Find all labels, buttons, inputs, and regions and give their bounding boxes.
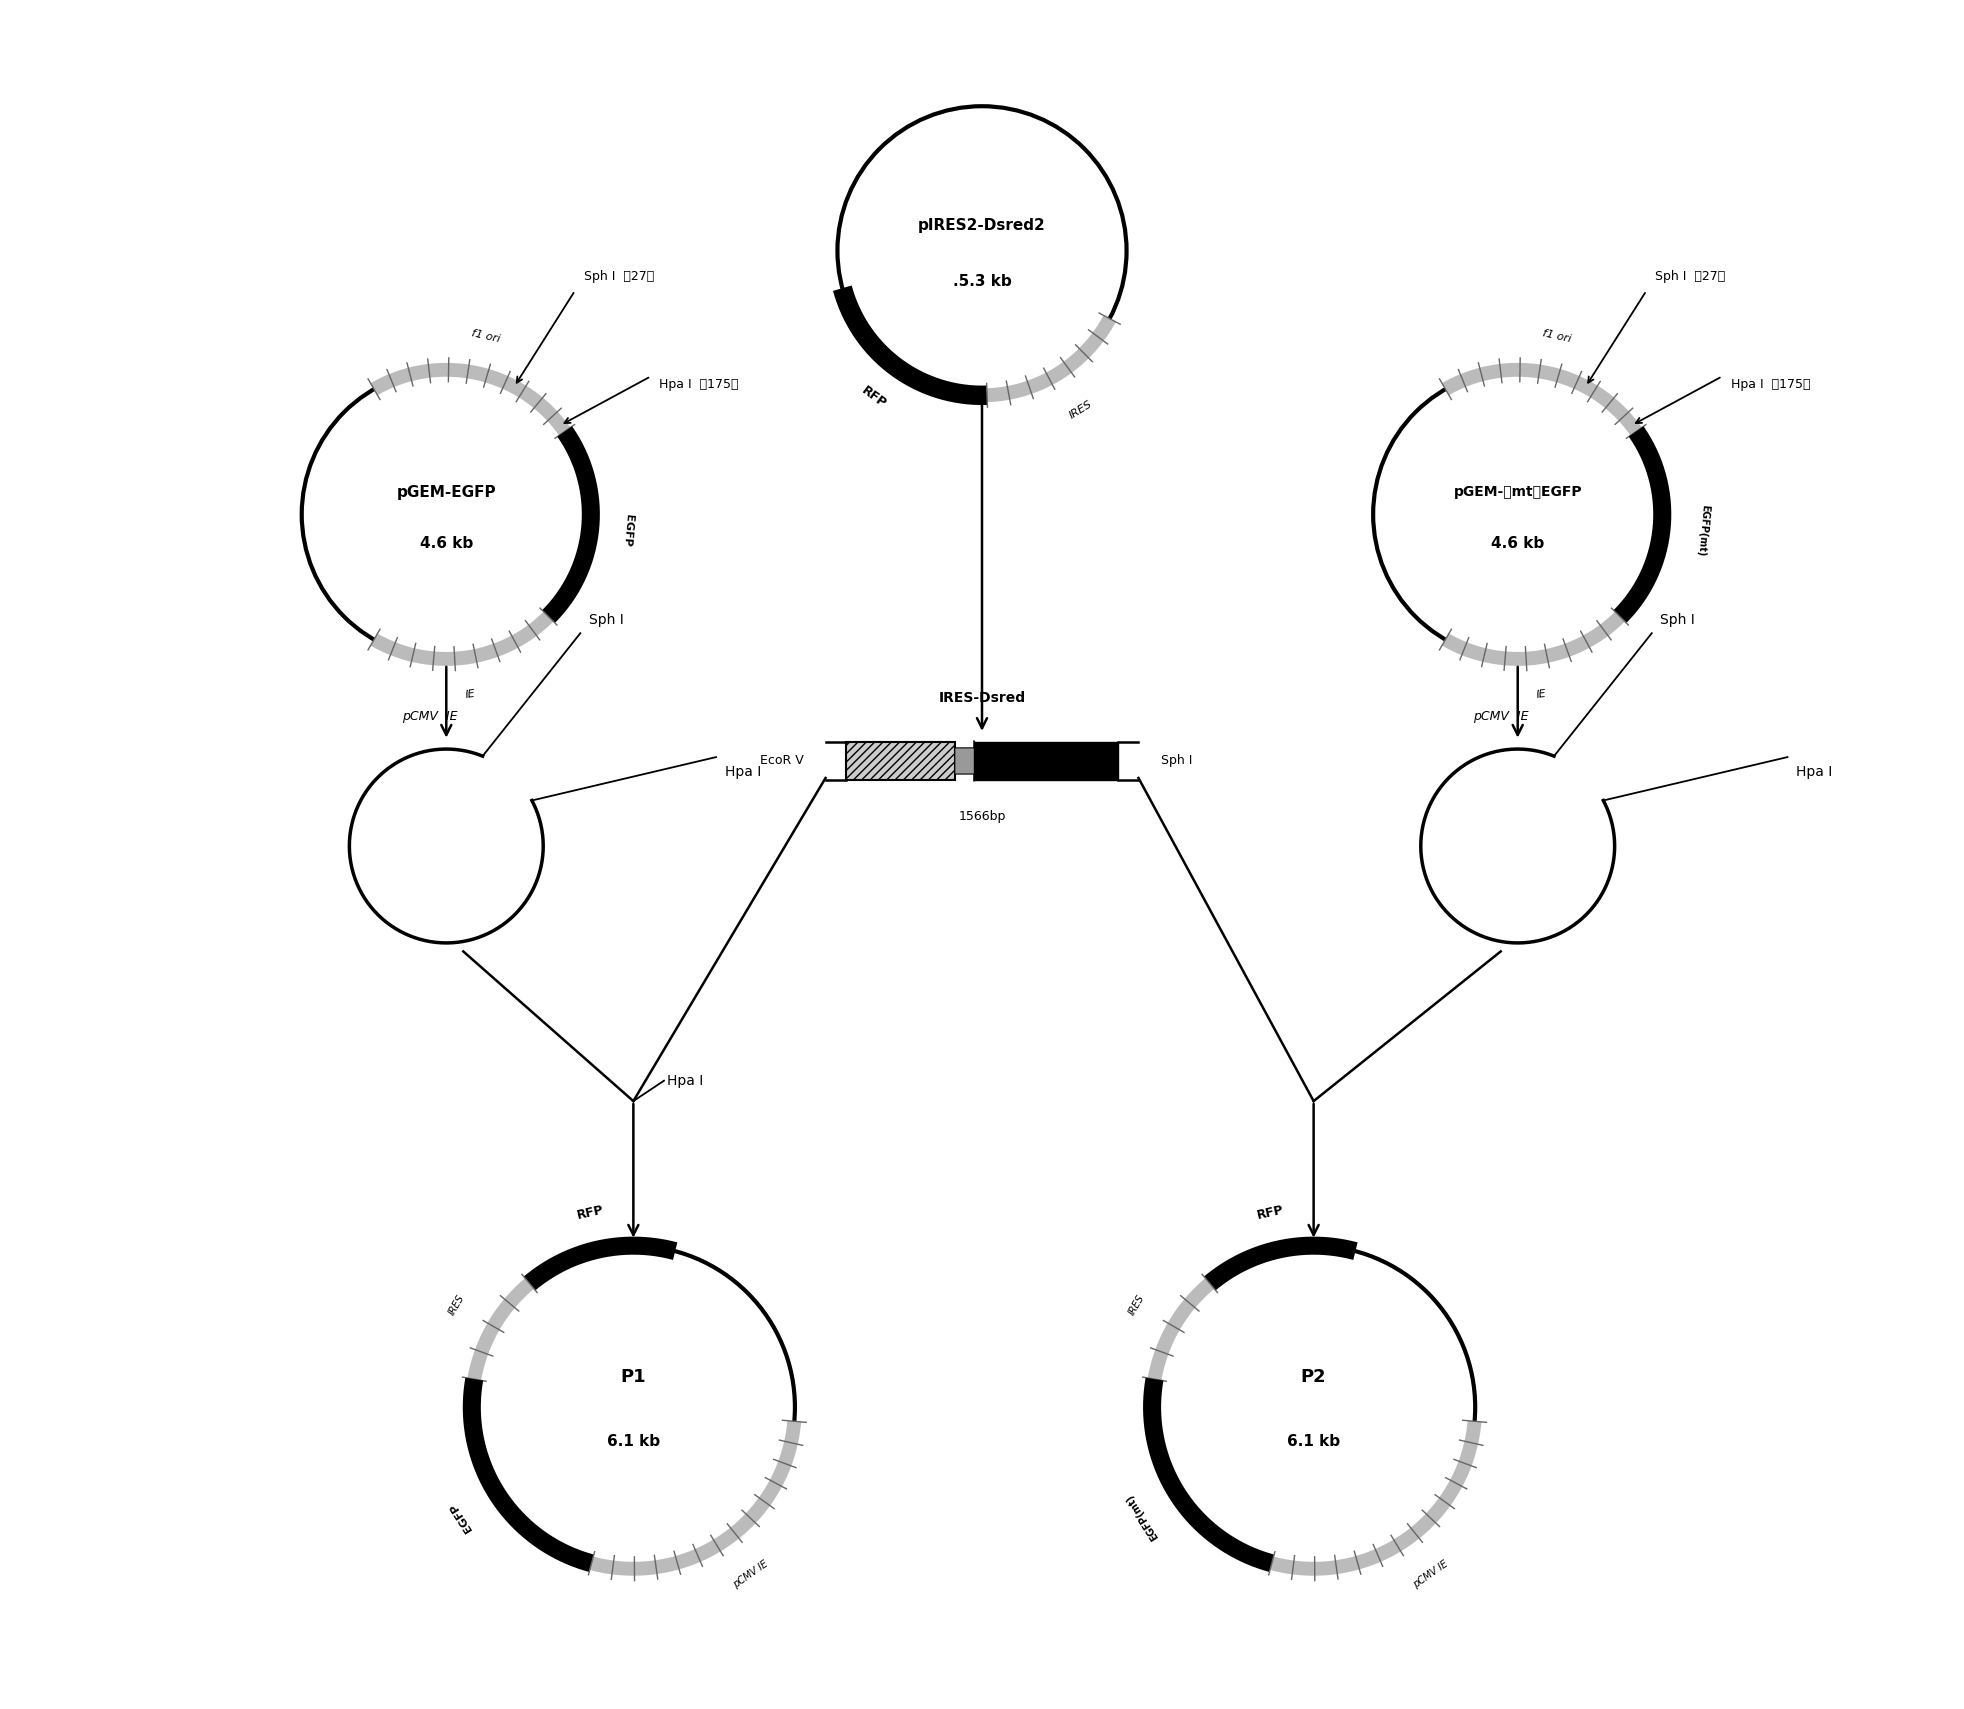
Text: pCMV  IE: pCMV IE — [1473, 709, 1528, 723]
Text: EGFP: EGFP — [621, 514, 634, 547]
Text: RFP: RFP — [575, 1203, 605, 1222]
Text: pCMV IE: pCMV IE — [731, 1559, 770, 1589]
Text: Hpa I: Hpa I — [668, 1073, 703, 1087]
Text: pCMV IE: pCMV IE — [1412, 1559, 1449, 1589]
Text: RFP: RFP — [858, 385, 888, 410]
Text: 1566bp: 1566bp — [958, 810, 1006, 824]
Text: 4.6 kb: 4.6 kb — [420, 537, 473, 550]
FancyArrow shape — [955, 740, 984, 781]
Bar — [974, 742, 1118, 779]
Bar — [846, 742, 955, 779]
Text: Hpa I  （175）: Hpa I （175） — [660, 378, 738, 391]
Text: Hpa I: Hpa I — [725, 766, 760, 779]
Text: RFP: RFP — [1255, 1203, 1284, 1222]
Text: IE: IE — [1536, 689, 1548, 701]
Text: pIRES2-Dsred2: pIRES2-Dsred2 — [917, 217, 1047, 232]
Text: IRES: IRES — [446, 1294, 467, 1318]
Text: Sph I: Sph I — [589, 612, 625, 627]
Text: Sph I: Sph I — [1161, 754, 1192, 767]
Text: IRES-Dsred: IRES-Dsred — [939, 690, 1025, 704]
Text: pGEM-（mt）EGFP: pGEM-（mt）EGFP — [1453, 485, 1583, 499]
Text: IRES: IRES — [1068, 398, 1094, 420]
Text: EGFP(mt): EGFP(mt) — [1695, 504, 1709, 557]
Text: Sph I  （27）: Sph I （27） — [583, 270, 654, 284]
Text: Sph I  （27）: Sph I （27） — [1656, 270, 1724, 284]
Text: P2: P2 — [1300, 1367, 1326, 1386]
Text: Hpa I  （175）: Hpa I （175） — [1730, 378, 1811, 391]
Text: P1: P1 — [621, 1367, 646, 1386]
Text: 6.1 kb: 6.1 kb — [607, 1434, 660, 1449]
Text: f1 ori: f1 ori — [471, 328, 501, 345]
Text: EcoR V: EcoR V — [760, 754, 803, 767]
Text: f1 ori: f1 ori — [1542, 328, 1573, 345]
Text: .5.3 kb: .5.3 kb — [953, 273, 1011, 289]
Text: Hpa I: Hpa I — [1795, 766, 1832, 779]
Text: IRES: IRES — [1127, 1294, 1147, 1318]
Text: IE: IE — [464, 689, 475, 701]
Text: 6.1 kb: 6.1 kb — [1286, 1434, 1339, 1449]
Text: 4.6 kb: 4.6 kb — [1491, 537, 1544, 550]
Text: EGFP(mt): EGFP(mt) — [1123, 1492, 1159, 1542]
Text: pGEM-EGFP: pGEM-EGFP — [397, 485, 497, 499]
Text: EGFP: EGFP — [448, 1501, 473, 1533]
Text: pCMV  IE: pCMV IE — [401, 709, 458, 723]
Text: Sph I: Sph I — [1660, 612, 1695, 627]
